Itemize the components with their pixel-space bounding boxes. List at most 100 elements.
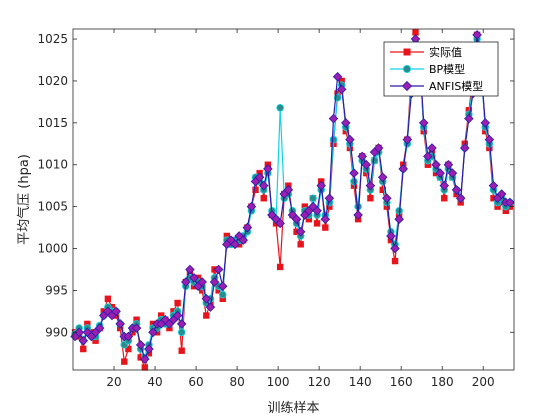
- data-point-actual: [322, 224, 329, 231]
- data-point-actual: [203, 312, 210, 319]
- x-tick-label: 160: [390, 375, 413, 389]
- data-point-anfis: [209, 277, 220, 287]
- data-point-actual: [424, 161, 432, 168]
- data-point-actual: [121, 358, 128, 365]
- data-point-actual: [350, 182, 358, 189]
- data-point-anfis: [197, 277, 207, 287]
- data-point-anfis: [357, 151, 367, 162]
- y-tick-label: 1025: [37, 32, 68, 46]
- data-point-anfis: [365, 180, 376, 191]
- data-point-anfis: [488, 180, 499, 191]
- data-point-bp: [309, 194, 317, 203]
- data-point-anfis: [398, 164, 409, 174]
- data-point-anfis: [185, 264, 195, 275]
- data-point-anfis: [423, 151, 433, 162]
- data-point-anfis: [496, 189, 507, 199]
- data-point-actual: [482, 128, 489, 135]
- data-point-bp: [329, 135, 338, 144]
- x-tick-label: 20: [106, 375, 121, 389]
- data-point-bp: [276, 103, 284, 112]
- data-point-anfis: [291, 214, 302, 224]
- data-point-anfis: [505, 197, 515, 208]
- y-tick-label: 1015: [37, 116, 68, 130]
- data-point-anfis: [254, 172, 265, 183]
- data-point-actual: [305, 215, 313, 223]
- data-point-actual: [215, 287, 222, 294]
- data-point-actual: [133, 316, 140, 323]
- data-point-actual: [174, 299, 181, 307]
- data-point-anfis: [189, 273, 199, 283]
- data-point-anfis: [238, 235, 249, 245]
- x-tick-label: 40: [147, 375, 162, 389]
- data-point-anfis: [312, 206, 322, 216]
- data-point-anfis: [427, 143, 437, 153]
- y-tick-label: 1005: [37, 200, 68, 214]
- data-point-anfis: [373, 143, 384, 153]
- data-point-anfis: [320, 214, 331, 224]
- data-point-actual: [199, 287, 206, 294]
- y-tick-label: 995: [45, 283, 68, 297]
- data-point-anfis: [246, 201, 257, 212]
- data-point-actual: [84, 320, 91, 328]
- data-point-anfis: [439, 180, 450, 191]
- data-point-anfis: [353, 210, 363, 220]
- data-point-anfis: [78, 335, 89, 346]
- data-point-actual: [379, 186, 386, 194]
- data-point-actual: [158, 312, 165, 319]
- data-point-anfis: [123, 331, 134, 342]
- data-point-anfis: [94, 323, 105, 333]
- data-point-actual: [297, 241, 304, 248]
- legend-entry-bp: BP模型: [390, 62, 465, 76]
- data-point-anfis: [148, 327, 158, 338]
- data-point-anfis: [201, 294, 212, 304]
- data-point-anfis: [480, 118, 491, 128]
- data-point-actual: [334, 90, 341, 97]
- data-point-anfis: [418, 118, 429, 128]
- data-point-anfis: [341, 118, 351, 128]
- data-point-anfis: [382, 193, 392, 204]
- data-point-anfis: [386, 231, 396, 241]
- data-point-actual: [441, 195, 448, 202]
- data-point-actual: [80, 345, 87, 353]
- data-point-actual: [338, 77, 345, 85]
- data-point-anfis: [74, 327, 84, 338]
- data-point-actual: [223, 232, 231, 240]
- x-tick-label: 100: [267, 375, 290, 389]
- data-point-anfis: [484, 134, 495, 145]
- x-tick-label: 140: [349, 375, 372, 389]
- legend-marker-circle: [402, 65, 411, 74]
- data-point-anfis: [394, 214, 404, 224]
- data-point-anfis: [361, 159, 372, 170]
- data-point-anfis: [242, 222, 253, 233]
- data-point-actual: [367, 195, 374, 202]
- data-point-actual: [178, 347, 185, 354]
- data-point-anfis: [176, 319, 187, 329]
- data-point-anfis: [181, 277, 191, 287]
- data-point-anfis: [131, 323, 142, 333]
- data-point-anfis: [377, 172, 388, 183]
- data-point-anfis: [258, 180, 269, 191]
- data-point-anfis: [328, 113, 339, 124]
- data-point-anfis: [111, 306, 121, 317]
- data-point-anfis: [435, 168, 445, 178]
- data-point-actual: [125, 345, 132, 353]
- data-point-actual: [219, 295, 226, 302]
- data-point-anfis: [390, 243, 400, 254]
- legend-label-anfis: ANFIS模型: [429, 79, 483, 93]
- data-point-anfis: [431, 159, 441, 170]
- data-point-actual: [342, 128, 350, 135]
- data-point-anfis: [144, 344, 154, 354]
- data-point-actual: [502, 207, 509, 215]
- y-tick-label: 1000: [37, 242, 68, 256]
- data-point-anfis: [451, 185, 462, 195]
- data-point-anfis: [140, 354, 150, 364]
- data-point-bp: [370, 156, 379, 165]
- x-tick-label: 60: [188, 375, 203, 389]
- data-point-anfis: [115, 319, 125, 329]
- legend-label-bp: BP模型: [429, 62, 465, 76]
- legend-marker-square: [403, 48, 411, 56]
- data-point-actual: [363, 169, 370, 177]
- data-point-anfis: [283, 185, 294, 195]
- data-point-actual: [412, 29, 419, 36]
- series-anfis: [70, 30, 515, 364]
